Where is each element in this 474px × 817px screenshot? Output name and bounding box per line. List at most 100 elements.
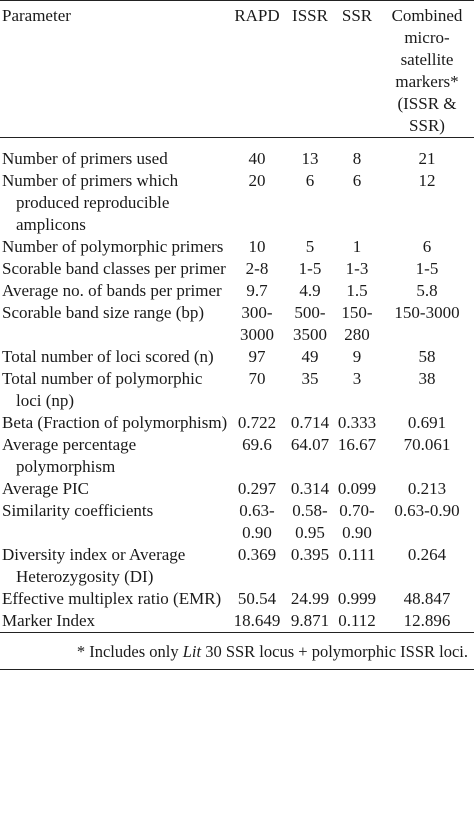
row-value-cell: 64.07 — [290, 435, 330, 454]
table-header: Parameter RAPD ISSR SSR Combined micro-s… — [0, 0, 474, 138]
footnote-before: * Includes only — [76, 642, 183, 661]
row-value-cell: 0.369 — [237, 545, 277, 564]
row-parameter-cell: Beta (Fraction of polymorphism) — [0, 412, 228, 434]
row-parameter-cell: Number of primers which produced reprodu… — [0, 170, 228, 236]
row-value-cell: 50.54 — [237, 589, 277, 608]
footnote-after: 30 SSR locus + polymorphic ISSR loci. — [201, 642, 468, 661]
row-value-cell: 0.999 — [337, 589, 377, 608]
row-parameter-cell: Effective multiplex ratio (EMR) — [0, 588, 228, 610]
row-value-cell: 3 — [352, 369, 362, 388]
row-value-cell: 0.691 — [407, 413, 447, 432]
row-value-cell: 5.8 — [416, 281, 438, 300]
table-body: Number of primers used 40 1 3 8 21 Number of p… — [0, 138, 474, 633]
table-row: Number of primers which produced reprodu… — [0, 170, 474, 236]
row-value-cell: 1 — [352, 237, 362, 256]
row-value-cell: 0.395 — [290, 545, 330, 564]
row-value-cell: 2-8 — [245, 259, 269, 278]
table-row: Average no. of bands per primer 9.7 4.9 1.5… — [0, 280, 474, 302]
row-value-cell: 49 — [301, 347, 319, 366]
row-value-cell: 21 — [418, 149, 436, 168]
row-parameter-cell: Marker Index — [0, 610, 228, 633]
row-value-cell: 6 — [422, 237, 432, 256]
row-parameter-text: Number of primers used — [2, 149, 168, 168]
footnote-italic: Lit — [182, 642, 202, 661]
table-row: Average percentage polymorphism 69.6 64.07… — [0, 434, 474, 478]
row-parameter-cell: Similarity coefficients — [0, 500, 228, 544]
row-value-cell: 0.714 — [290, 413, 330, 432]
row-value-cell: 0.314 — [290, 479, 330, 498]
row-value-cell: 300-3000 — [240, 303, 274, 344]
row-parameter-cell: Average no. of bands per primer — [0, 280, 228, 302]
row-parameter-cell: Number of primers used — [0, 138, 228, 171]
row-parameter-text: Diversity index or Average Heterozygosit… — [2, 545, 186, 586]
table-row: Number of primers used 40 13 8 21 — [0, 138, 474, 171]
row-value-cell: 9 — [352, 347, 362, 366]
footnote: * Includes only Lit 30 SSR locus + polym… — [0, 632, 474, 670]
row-value-cell: 69.6 — [242, 435, 272, 454]
row-parameter-text: Average percentage polymorphism — [2, 435, 137, 476]
row-value-cell: 0.112 — [338, 611, 376, 630]
row-value-cell: 70 — [248, 369, 266, 388]
table-row: Effective multiplex ratio (EMR) 50.54 24.9… — [0, 588, 474, 610]
row-value-cell: 5 — [305, 237, 315, 256]
row-value-cell: 9.871 — [290, 611, 330, 630]
row-value-cell: 500-3500 — [293, 303, 327, 344]
row-value-cell: 150-280 — [341, 303, 373, 344]
row-parameter-text: Number of primers which produced reprodu… — [2, 171, 179, 234]
row-parameter-text: Scorable band classes per primer — [2, 259, 226, 278]
row-parameter-text: Average PIC — [2, 479, 90, 498]
row-value-cell: 18.649 — [233, 611, 281, 630]
row-value-cell: 97 — [248, 347, 266, 366]
row-value-cell: 1-3 — [345, 259, 369, 278]
row-value-cell: 0.722 — [237, 413, 277, 432]
row-value-cell: 1.5 — [346, 281, 368, 300]
row-value-cell: 38 — [418, 369, 436, 388]
row-value-cell: 6 — [305, 171, 315, 190]
header-rapd: RAPD — [228, 0, 286, 138]
row-parameter-text: Total number of loci scored (n) — [2, 347, 214, 366]
row-value-cell: 0.63-0.90 — [239, 501, 275, 542]
row-value-cell: 1-5 — [298, 259, 322, 278]
row-parameter-cell: Scorable band size range (bp) — [0, 302, 228, 346]
header-combined: Combined micro-satellite markers* (ISSR … — [380, 0, 474, 138]
row-parameter-text: Marker Index — [2, 611, 95, 630]
row-parameter-text: Similarity coefficients — [2, 501, 154, 520]
row-value-cell: 12.896 — [403, 611, 451, 630]
row-parameter-text: Number of polymorphic primers — [2, 237, 224, 256]
row-value-cell: 0.58-0.95 — [292, 501, 328, 542]
row-parameter-text: Beta (Fraction of polymorphism) — [2, 413, 228, 432]
row-value-cell: 9.7 — [246, 281, 268, 300]
row-parameter-text: Total number of polymorphic loci (np) — [2, 369, 203, 410]
row-value-cell: 48.847 — [403, 589, 451, 608]
row-value-cell: 40 — [248, 149, 266, 168]
table-row: Scorable band size range (bp) 300-3000 500… — [0, 302, 474, 346]
row-parameter-cell: Average PIC — [0, 478, 228, 500]
row-value-cell: 0.333 — [337, 413, 377, 432]
row-parameter-cell: Number of polymorphic primers — [0, 236, 228, 258]
table-row: Total number of loci scored (n) 97 49 9 58 — [0, 346, 474, 368]
row-parameter-text: Effective multiplex ratio (EMR) — [2, 589, 222, 608]
header-issr: ISSR — [286, 0, 334, 138]
row-value-cell: 12 — [418, 171, 436, 190]
table-row: Number of polymorphic primers 10 5 1 6 — [0, 236, 474, 258]
table-row: Beta (Fraction of polymorphism) 0.722 0.71… — [0, 412, 474, 434]
row-value-cell: 0.63-0.90 — [394, 501, 460, 520]
table-row: Marker Index 18.649 9.871 0.112 12.896 — [0, 610, 474, 633]
marker-comparison-table: Parameter RAPD ISSR SSR Combined micro-s… — [0, 0, 474, 670]
row-parameter-text: Average no. of bands per primer — [2, 281, 222, 300]
row-value-cell: 16.67 — [337, 435, 377, 454]
row-value-cell: 0.297 — [237, 479, 277, 498]
row-value-cell: 0.099 — [337, 479, 377, 498]
row-value-cell: 1-5 — [415, 259, 439, 278]
table-row: Total number of polymorphic loci (np) 70 3… — [0, 368, 474, 412]
table-row: Similarity coefficients 0.63-0.90 0.58-0.9… — [0, 500, 474, 544]
row-parameter-cell: Total number of loci scored (n) — [0, 346, 228, 368]
row-value-cell: 70.061 — [403, 435, 451, 454]
row-value-cell: 4.9 — [299, 281, 321, 300]
table-row: Scorable band classes per primer 2-8 1-5 1-… — [0, 258, 474, 280]
row-value-cell: 13 — [301, 149, 319, 168]
row-value-cell: 35 — [301, 369, 319, 388]
row-parameter-cell: Diversity index or Average Heterozygosit… — [0, 544, 228, 588]
table-footer: * Includes only Lit 30 SSR locus + polym… — [0, 632, 474, 670]
